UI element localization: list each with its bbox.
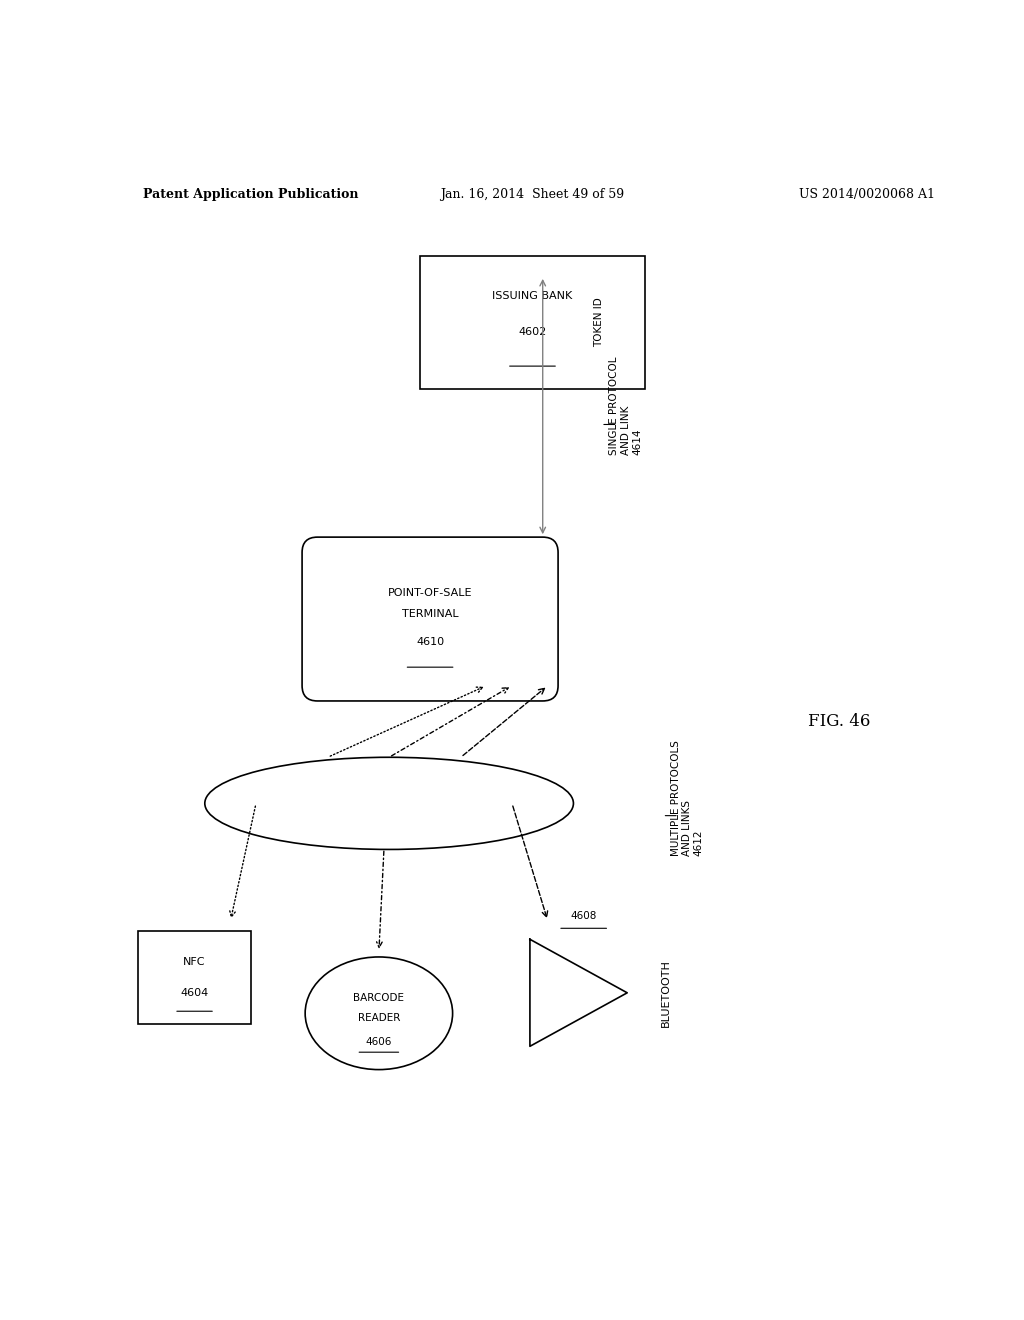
Text: 4610: 4610 xyxy=(416,636,444,647)
Text: FIG. 46: FIG. 46 xyxy=(809,713,870,730)
FancyBboxPatch shape xyxy=(302,537,558,701)
Text: BARCODE: BARCODE xyxy=(353,993,404,1003)
FancyBboxPatch shape xyxy=(420,256,645,388)
Text: NFC: NFC xyxy=(183,957,206,968)
Text: Jan. 16, 2014  Sheet 49 of 59: Jan. 16, 2014 Sheet 49 of 59 xyxy=(440,187,625,201)
Text: Patent Application Publication: Patent Application Publication xyxy=(143,187,358,201)
Text: TOKEN ID: TOKEN ID xyxy=(594,297,604,347)
Ellipse shape xyxy=(305,957,453,1069)
Text: POINT-OF-SALE: POINT-OF-SALE xyxy=(388,589,472,598)
Text: 4602: 4602 xyxy=(518,327,547,338)
FancyBboxPatch shape xyxy=(138,932,251,1023)
Polygon shape xyxy=(530,940,627,1047)
Text: MULTIPLE PROTOCOLS
AND LINKS
4612: MULTIPLE PROTOCOLS AND LINKS 4612 xyxy=(671,741,703,857)
Text: ISSUING BANK: ISSUING BANK xyxy=(493,292,572,301)
Text: US 2014/0020068 A1: US 2014/0020068 A1 xyxy=(799,187,935,201)
Text: BLUETOOTH: BLUETOOTH xyxy=(660,958,671,1027)
Text: READER: READER xyxy=(357,1014,400,1023)
Text: 4608: 4608 xyxy=(570,911,597,921)
Text: 4604: 4604 xyxy=(180,987,209,998)
Text: TERMINAL: TERMINAL xyxy=(401,609,459,619)
Text: SINGLE PROTOCOL
AND LINK
4614: SINGLE PROTOCOL AND LINK 4614 xyxy=(609,356,642,455)
Text: 4606: 4606 xyxy=(366,1038,392,1047)
Ellipse shape xyxy=(205,758,573,850)
